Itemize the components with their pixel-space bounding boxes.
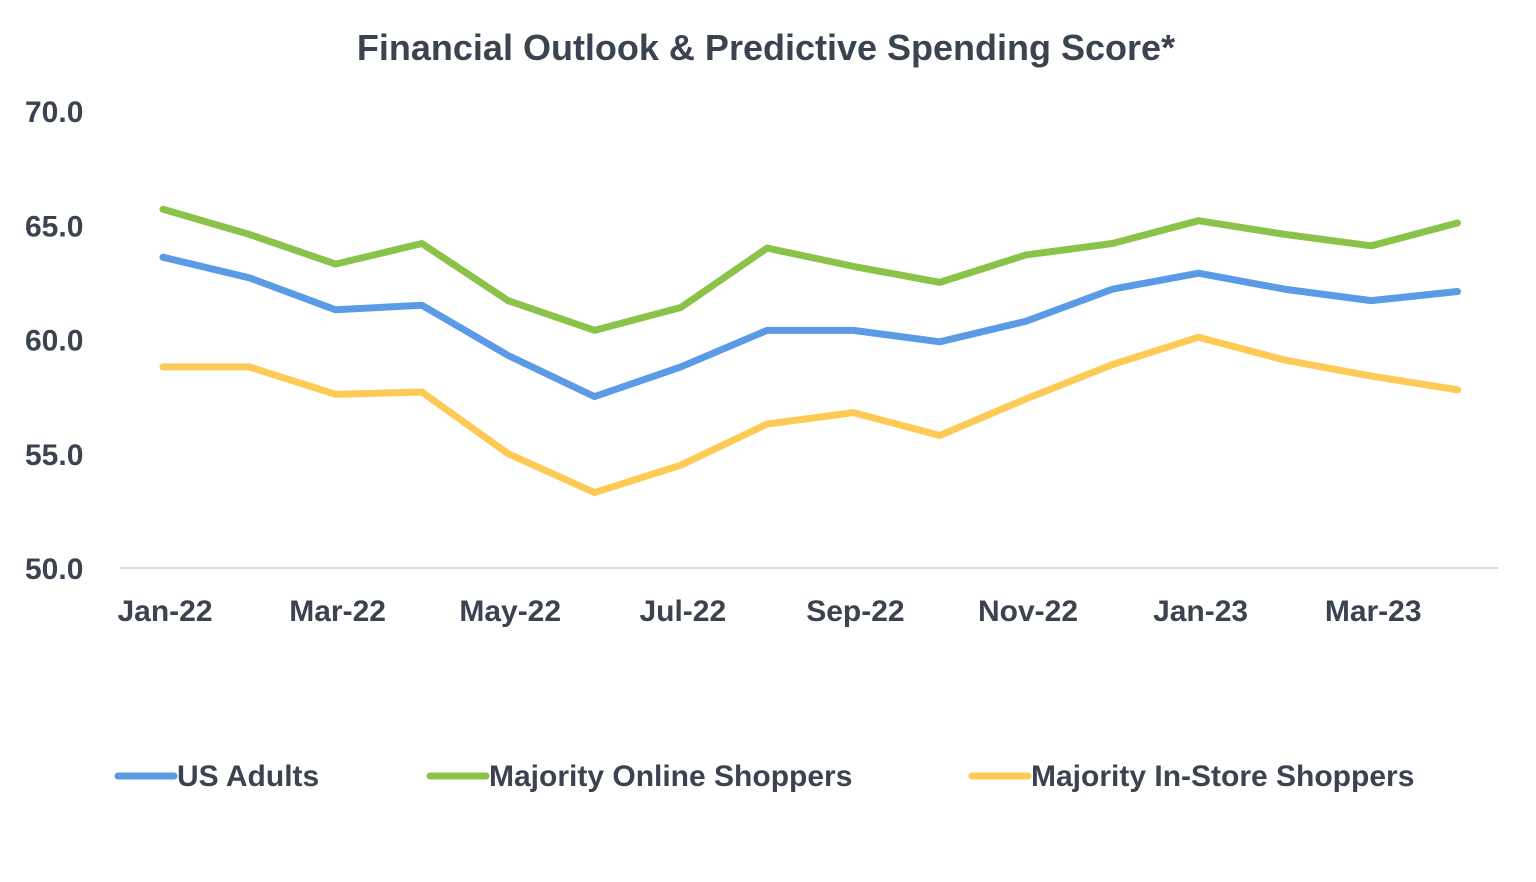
y-axis: 50.0 55.0 60.0 65.0 70.0 (25, 96, 83, 586)
legend-label: US Adults (177, 760, 319, 793)
legend-item: US Adults (114, 760, 319, 793)
x-tick-label: Mar-22 (289, 595, 386, 628)
legend-label: Majority In-Store Shoppers (1031, 760, 1414, 793)
x-tick-label: Jan-23 (1153, 595, 1248, 628)
x-tick-label: Sep-22 (806, 595, 904, 628)
x-tick-label: Mar-23 (1325, 595, 1422, 628)
x-axis: Jan-22 Mar-22 May-22 Jul-22 Sep-22 Nov-22 Jan-… (117, 595, 1421, 628)
chart-title: Financial Outlook & Predictive Spending … (357, 27, 1175, 68)
legend: US Adults Majority Online Shoppers Majorit… (114, 760, 1414, 793)
x-tick-label: Jan-22 (117, 595, 212, 628)
y-tick-label: 50.0 (25, 553, 83, 586)
y-tick-label: 70.0 (25, 96, 83, 129)
series-line-0 (159, 253, 1461, 401)
y-tick-label: 60.0 (25, 325, 83, 358)
x-tick-label: Nov-22 (978, 595, 1078, 628)
y-tick-label: 55.0 (25, 439, 83, 472)
legend-label: Majority Online Shoppers (489, 760, 852, 793)
series-lines (159, 205, 1461, 497)
legend-item: Majority In-Store Shoppers (968, 760, 1414, 793)
x-tick-label: May-22 (459, 595, 561, 628)
x-tick-label: Jul-22 (639, 595, 726, 628)
series-line-2 (159, 333, 1461, 497)
series-line-1 (159, 205, 1461, 334)
legend-item: Majority Online Shoppers (426, 760, 852, 793)
y-tick-label: 65.0 (25, 210, 83, 243)
